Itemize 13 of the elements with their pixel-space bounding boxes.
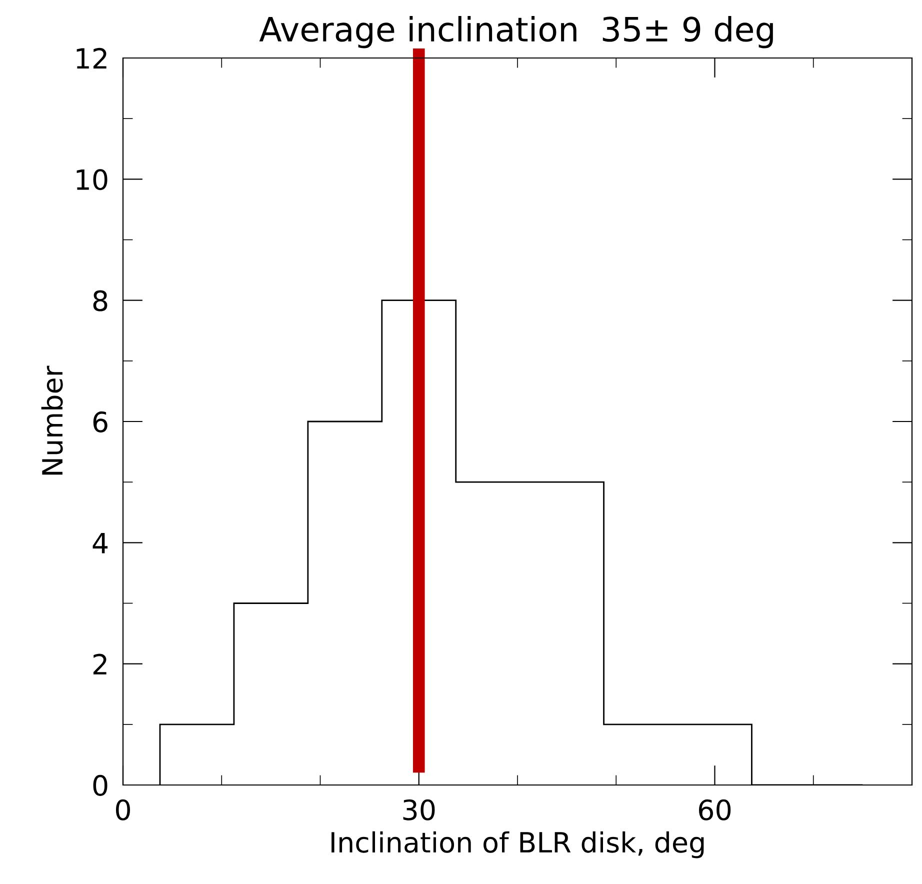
y-tick-label: 6 [93, 411, 108, 432]
y-tick-label: 2 [93, 654, 106, 674]
chart-title: Average inclination 35± 9 deg [259, 16, 773, 48]
y-tick-label: 12 [76, 48, 106, 69]
y-tick-label: 8 [93, 290, 108, 312]
x-axis-title: Inclination of BLR disk, deg [332, 831, 704, 858]
x-tick-label: 60 [699, 799, 731, 820]
y-tick-label: 0 [93, 774, 108, 796]
y-axis-title: Number [41, 366, 63, 475]
y-tick-label: 4 [92, 532, 108, 554]
x-tick-label: 30 [403, 799, 435, 820]
y-tick-label: 10 [76, 169, 108, 190]
x-tick-label: 0 [116, 799, 130, 820]
